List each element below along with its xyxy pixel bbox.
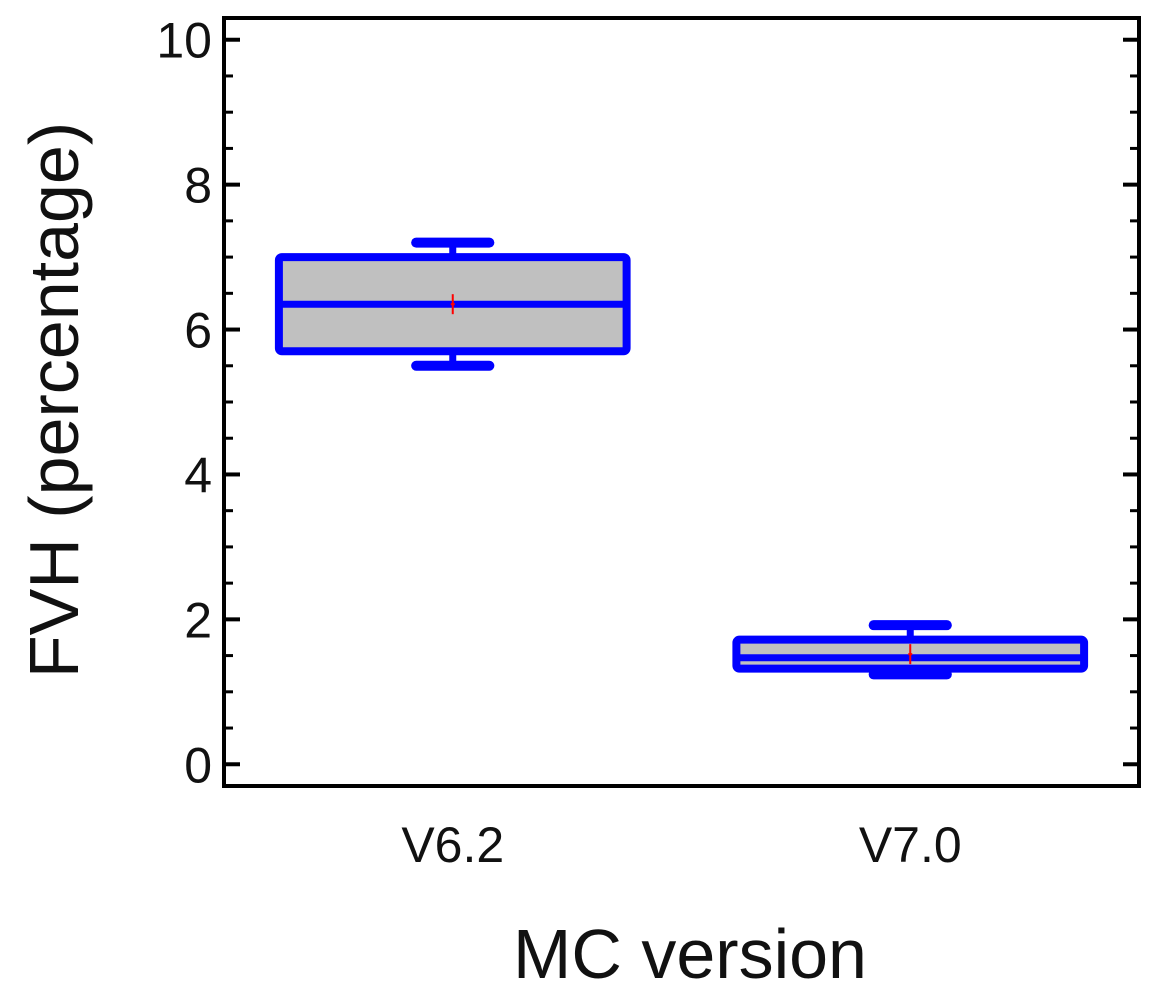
x-axis-title: MC version [513,915,867,989]
y-tick-labels: 0 2 4 6 8 10 [156,13,212,794]
y-tick-label: 2 [184,592,212,648]
y-tick-label: 10 [156,13,212,69]
y-tick-label: 8 [184,158,212,214]
x-tick-label: V6.2 [401,817,504,873]
y-tick-label: 0 [184,737,212,793]
y-tick-label: 6 [184,303,212,359]
boxes [274,237,1089,680]
y-axis-title: FVH (percentage) [15,122,93,678]
x-tick-label: V7.0 [859,817,962,873]
y-tick-label: 4 [184,447,212,503]
x-tick-labels: V6.2 V7.0 [401,817,961,873]
axis-ticks [224,37,1139,767]
